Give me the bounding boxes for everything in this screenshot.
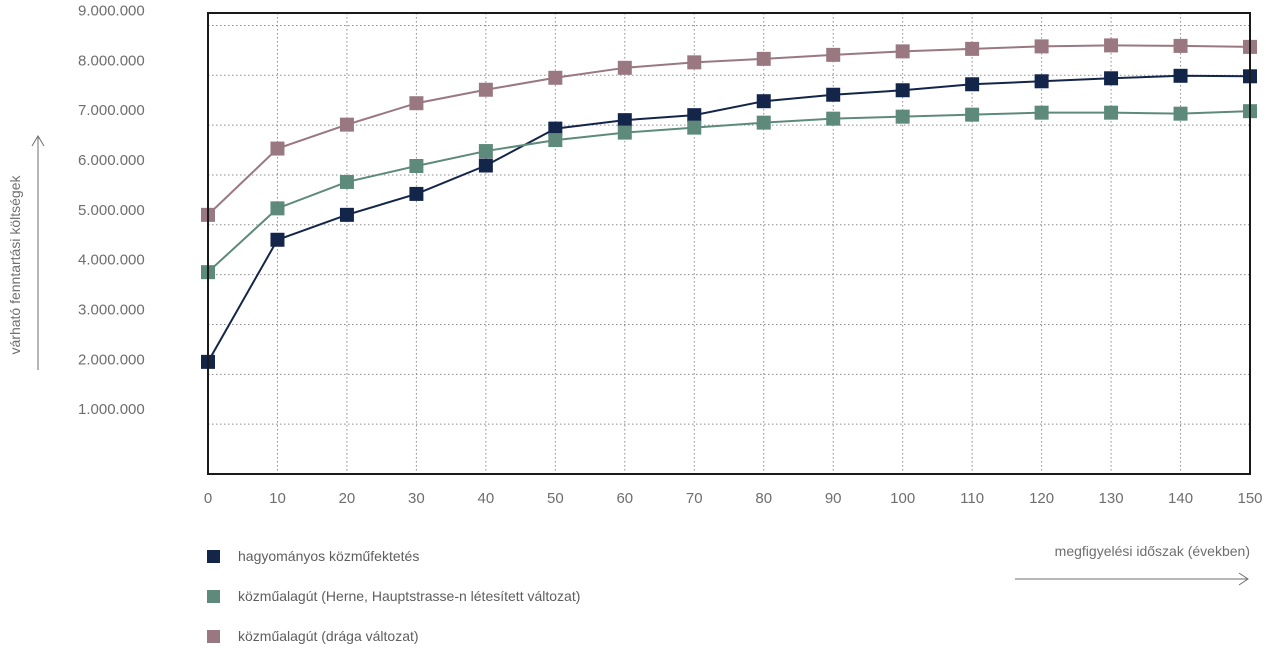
data-point-2-14 [1173,38,1188,53]
data-point-1-4 [478,144,493,159]
data-point-2-4 [478,82,493,97]
data-point-2-5 [548,70,563,85]
legend-item-herne: közműalagút (Herne, Hauptstrasse-n létes… [207,586,580,606]
legend-label-hagyomanyos: hagyományos közműfektetés [238,548,420,564]
data-point-2-1 [270,141,285,156]
data-point-0-13 [1104,71,1119,86]
y-tick-label: 6.000.000 [78,152,145,169]
data-point-0-14 [1173,68,1188,83]
data-point-1-9 [826,111,841,126]
data-point-2-11 [965,41,980,56]
data-point-1-5 [548,133,563,148]
data-point-1-1 [270,201,285,216]
y-tick-label: 9.000.000 [78,2,145,19]
x-tick-label: 70 [686,490,703,507]
data-point-0-6 [617,113,632,128]
data-point-0-4 [478,158,493,173]
x-tick-label: 90 [825,490,842,507]
data-point-0-8 [756,94,771,109]
x-tick-label: 60 [616,490,633,507]
legend-swatch-hagyomanyos [207,549,220,563]
x-tick-label: 20 [339,490,356,507]
x-tick-label: 140 [1168,490,1193,507]
y-axis-title-group: várható fenntartási költségek [7,175,23,355]
legend-label-draga: közműalagút (drága változat) [238,628,419,644]
y-tick-label: 2.000.000 [78,351,145,368]
legend-item-hagyomanyos: hagyományos közműfektetés [207,546,580,566]
x-tick-label: 30 [408,490,425,507]
x-tick-label: 10 [269,490,286,507]
data-point-0-2 [339,207,354,222]
data-point-2-9 [826,47,841,62]
x-tick-label: 50 [547,490,564,507]
y-tick-label: 3.000.000 [78,301,145,318]
data-point-1-12 [1034,105,1049,120]
y-tick-label: 1.000.000 [78,401,145,418]
data-point-1-10 [895,109,910,124]
x-tick-label: 150 [1237,490,1262,507]
series-group [201,38,1257,369]
data-point-0-9 [826,87,841,102]
x-tick-label: 0 [204,490,212,507]
data-point-1-8 [756,115,771,130]
data-point-0-5 [548,121,563,136]
data-point-2-7 [687,55,702,70]
x-tick-label: 130 [1099,490,1124,507]
data-point-2-13 [1104,38,1119,53]
data-point-0-11 [965,77,980,92]
y-axis-title: várható fenntartási költségek [7,175,23,355]
grid-lines [208,13,1250,474]
data-point-1-7 [687,120,702,135]
chart-svg: 1.000.000 2.000.000 3.000.000 4.000.000 5.00… [7,2,1263,586]
series-line-1 [207,110,1251,273]
y-tick-label: 7.000.000 [78,102,145,119]
data-point-1-3 [409,159,424,174]
series-line-0 [207,74,1251,363]
data-point-0-1 [270,232,285,247]
y-axis-arrow [31,135,45,370]
y-tick-label: 8.000.000 [78,52,145,69]
x-tick-label: 110 [960,490,984,507]
x-tick-label: 100 [890,490,915,507]
legend-label-herne: közműalagút (Herne, Hauptstrasse-n létes… [238,588,581,604]
data-point-0-12 [1034,74,1049,89]
plot-frame [207,12,1251,475]
data-point-1-13 [1104,105,1119,120]
legend-swatch-draga [207,629,220,643]
y-tick-labels: 1.000.000 2.000.000 3.000.000 4.000.000 5.00… [78,2,145,418]
data-point-2-3 [409,96,424,111]
x-axis-arrow [1015,572,1249,586]
x-tick-label: 80 [755,490,772,507]
x-tick-label: 120 [1029,490,1054,507]
x-tick-labels: 0 10 20 30 40 50 60 70 80 90 100 110 120 130 140 150 [204,490,1263,507]
data-point-1-2 [339,174,354,189]
data-point-1-6 [617,125,632,140]
data-point-2-8 [756,51,771,66]
x-tick-label: 40 [478,490,495,507]
data-point-2-2 [339,117,354,132]
legend-item-draga: közműalagút (drága változat) [207,626,580,646]
data-point-2-12 [1034,39,1049,54]
data-point-0-10 [895,83,910,98]
series-line-2 [207,44,1251,216]
legend-swatch-herne [207,589,220,603]
legend: hagyományos közműfektetés közműalagút (H… [207,546,580,666]
data-point-2-6 [617,60,632,75]
data-point-2-10 [895,44,910,59]
data-point-0-3 [409,186,424,201]
data-point-1-11 [965,107,980,122]
y-tick-label: 5.000.000 [78,202,145,219]
y-tick-label: 4.000.000 [78,252,145,269]
data-point-0-7 [687,108,702,123]
data-point-1-14 [1173,106,1188,121]
x-axis-title: megfigyelési időszak (években) [1055,543,1250,559]
